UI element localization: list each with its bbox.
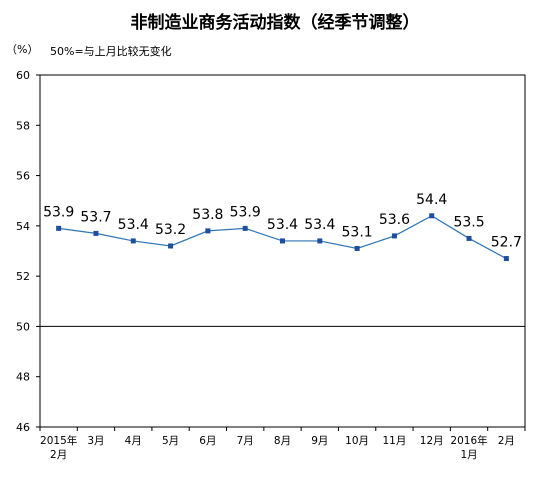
data-point [466, 235, 472, 241]
data-label: 53.4 [118, 217, 149, 233]
y-tick-label: 48 [16, 371, 30, 384]
data-point [391, 233, 397, 239]
data-label: 53.6 [379, 212, 410, 228]
data-point [56, 225, 62, 231]
y-tick-label: 60 [16, 69, 30, 82]
data-label: 53.7 [80, 209, 111, 225]
y-tick-label: 58 [16, 119, 30, 132]
x-tick-label: 4月 [125, 435, 142, 447]
y-tick-label: 52 [16, 270, 30, 283]
x-tick-label: 8月 [274, 435, 291, 447]
x-tick-label: 9月 [311, 435, 328, 447]
x-tick-label: 2016年 1月 [450, 434, 487, 461]
x-tick-label: 12月 [420, 435, 444, 447]
x-tick-label: 10月 [345, 435, 369, 447]
data-point [354, 245, 360, 251]
data-point [317, 238, 323, 244]
data-point [205, 228, 211, 234]
data-point [93, 230, 99, 236]
data-point [429, 213, 435, 219]
x-tick-label: 5月 [162, 435, 179, 447]
data-label: 53.4 [267, 217, 298, 233]
x-tick-label: 2月 [498, 435, 515, 447]
data-point [503, 256, 509, 262]
x-tick-label: 3月 [87, 435, 104, 447]
data-label: 53.1 [342, 224, 373, 240]
data-point [168, 243, 174, 249]
data-label: 54.4 [416, 192, 447, 208]
data-point [280, 238, 285, 244]
data-label: 53.5 [453, 214, 484, 230]
y-axis-unit: （%） [6, 43, 39, 56]
data-label: 53.4 [304, 217, 335, 233]
chart-title: 非制造业商务活动指数（经季节调整） [130, 13, 420, 33]
y-tick-label: 46 [16, 421, 30, 434]
y-tick-label: 56 [16, 170, 30, 183]
data-label: 52.7 [491, 235, 522, 251]
data-point [130, 238, 136, 244]
x-tick-label: 6月 [199, 435, 216, 447]
y-tick-label: 54 [16, 220, 30, 233]
data-label: 53.9 [230, 204, 261, 220]
y-tick-label: 50 [16, 320, 30, 333]
x-tick-label: 11月 [382, 435, 406, 447]
x-tick-label: 7月 [237, 435, 254, 447]
data-label: 53.8 [192, 207, 223, 223]
data-point [242, 225, 248, 231]
data-label: 53.9 [43, 204, 74, 220]
plot-frame [39, 74, 526, 428]
x-tick-label: 2015年 2月 [40, 434, 77, 461]
chart-note: 50%=与上月比较无变化 [50, 45, 172, 58]
data-label: 53.2 [155, 222, 186, 238]
